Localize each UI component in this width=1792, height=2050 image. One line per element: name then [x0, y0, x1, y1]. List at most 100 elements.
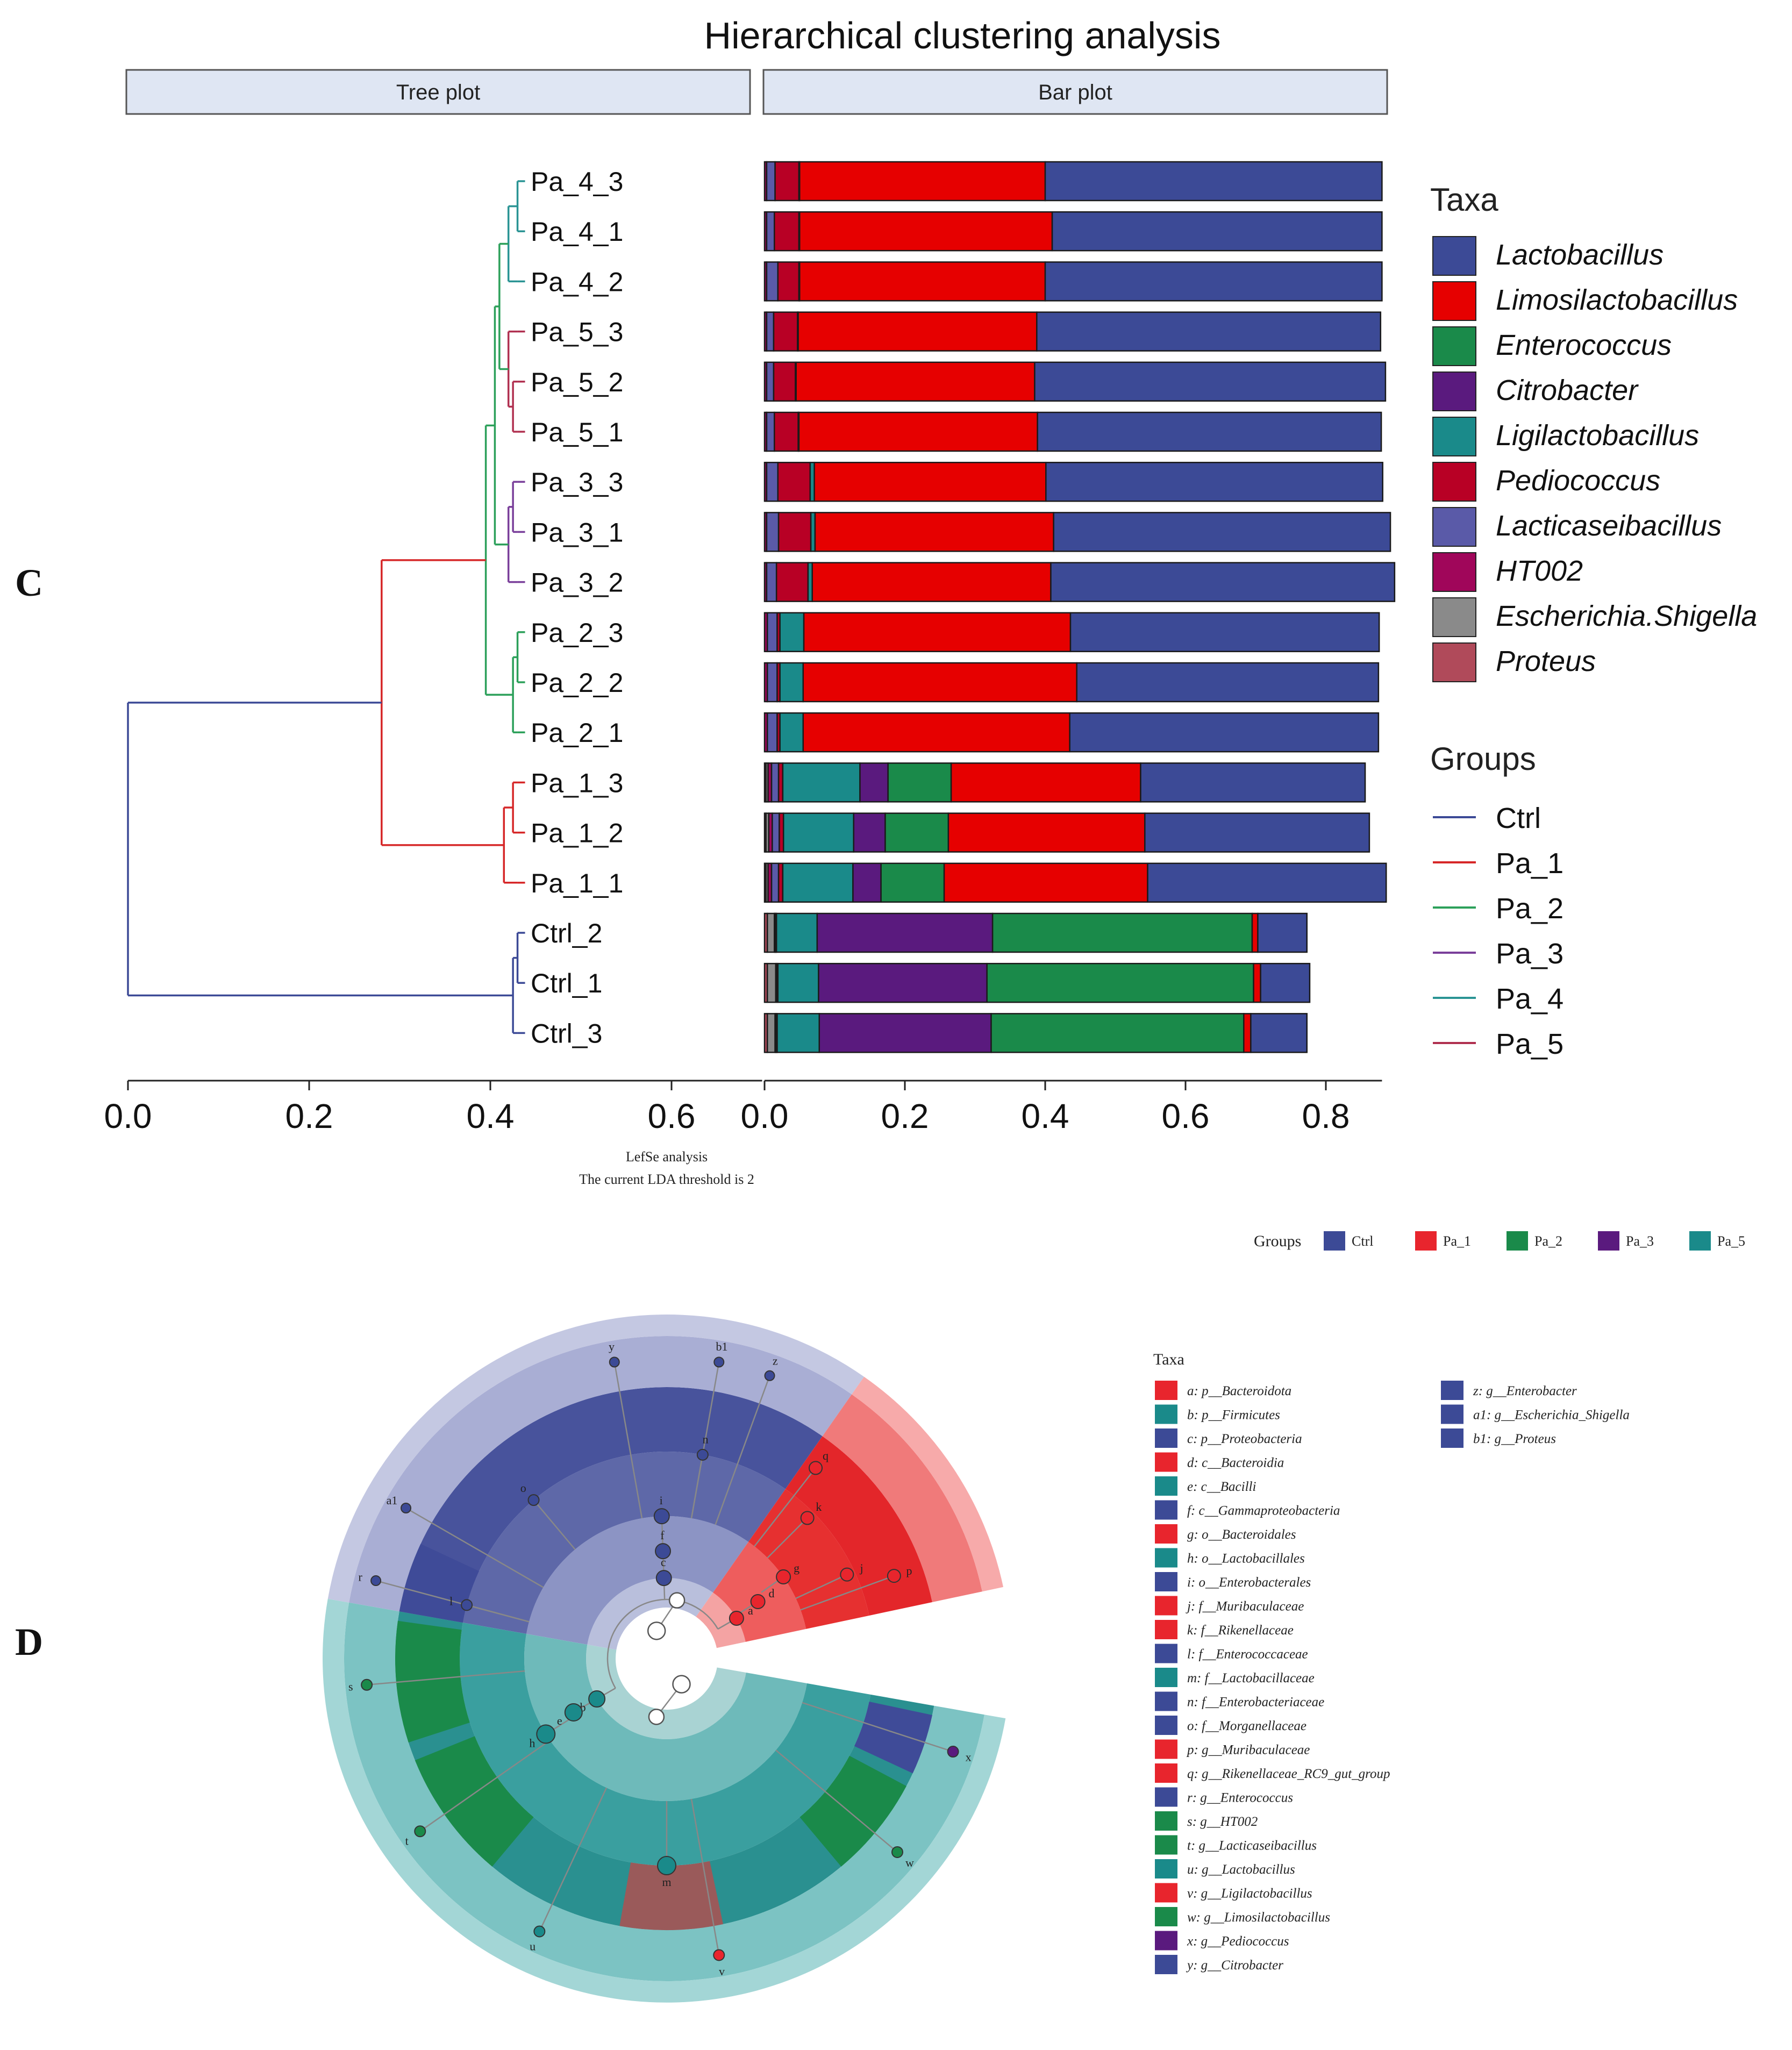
dendrogram-merge-Ctrl: [127, 702, 513, 997]
bar-segment-Citrobacter-Ctrl_2: [816, 912, 994, 953]
clade-node-h: [536, 1724, 556, 1744]
clade-branch: [690, 1362, 720, 1519]
leaf-label-Pa_1_3: Pa_1_3: [531, 768, 623, 798]
clade-branch: [539, 1787, 608, 1932]
clade-node-e: [564, 1703, 583, 1722]
bar-row-Pa_4_2: [763, 261, 1383, 302]
clade-node-c: [655, 1570, 672, 1587]
lefse-group-label: Pa_5: [1717, 1233, 1745, 1249]
lefse-taxa-label-l: l: f__Enterococcaceae: [1187, 1647, 1308, 1662]
bar-segment-Limosilactobacillus-Pa_1_2: [947, 812, 1146, 853]
clade-node-label-b1: b1: [716, 1340, 727, 1353]
bar-segment-Citrobacter-Pa_1_2: [853, 812, 886, 853]
clade-node-label-a1: a1: [387, 1494, 398, 1507]
bar-segment-Citrobacter-Pa_1_3: [859, 762, 889, 803]
bar-segment-Ligilactobacillus-Ctrl_1: [777, 962, 819, 1003]
bar-segment-Limosilactobacillus-Pa_3_1: [814, 512, 1054, 552]
lefse-taxa-label-k: k: f__Rikenellaceae: [1187, 1623, 1294, 1638]
leaf-label-Ctrl_3: Ctrl_3: [531, 1018, 602, 1048]
lefse-taxa-swatch-k: [1155, 1620, 1177, 1639]
bar-segment-Lactobacillus-Pa_2_1: [1069, 712, 1380, 753]
bar-segment-Lacticaseibacillus-Pa_4_1: [766, 211, 775, 252]
lefse-taxa-label-t: t: g__Lacticaseibacillus: [1187, 1839, 1317, 1853]
bar-segment-Limosilactobacillus-Ctrl_2: [1251, 912, 1259, 953]
bar-row-Pa_5_2: [763, 361, 1387, 402]
bar-segment-Limosilactobacillus-Pa_1_1: [943, 862, 1148, 903]
lefse-group-swatch-Pa_3: [1598, 1231, 1619, 1251]
clade-node-i: [653, 1508, 670, 1525]
bar-segment-Lacticaseibacillus-Pa_2_3: [766, 612, 778, 653]
clade-node-label-d: d: [769, 1587, 775, 1600]
clade-sector-pediococcus: [854, 1702, 932, 1774]
clade-node-label-x: x: [966, 1750, 972, 1763]
leaf-label-Pa_5_3: Pa_5_3: [531, 317, 623, 347]
tree-axis-tick-label: 0.0: [104, 1097, 152, 1135]
lefse-taxa-swatch-n: [1155, 1691, 1177, 1711]
bar-row-Pa_3_3: [763, 461, 1383, 502]
leaf-label-Pa_5_1: Pa_5_1: [531, 417, 623, 447]
lefse-taxa-swatch-a: [1155, 1381, 1177, 1400]
bar-segment-Citrobacter-Ctrl_1: [818, 962, 988, 1003]
clade-node-label-k: k: [816, 1500, 822, 1513]
lefse-taxa-swatch-y: [1155, 1955, 1177, 1974]
lefse-taxa-label-w: w: g__Limosilactobacillus: [1187, 1910, 1330, 1925]
clade-sector-ctrl: [399, 1387, 823, 1623]
bar-segment-Pediococcus-Pa_4_1: [774, 211, 800, 252]
bar-segment-Lacticaseibacillus-Pa_1_1: [770, 862, 780, 903]
lefse-taxa-swatch-f: [1155, 1500, 1177, 1520]
bar-row-Pa_2_2: [763, 662, 1380, 703]
clade-node-b1: [713, 1356, 725, 1368]
clade-node-label-f: f: [660, 1528, 665, 1542]
groups-legend-label: Pa_2: [1496, 892, 1563, 925]
leaf-label-Ctrl_1: Ctrl_1: [531, 968, 602, 998]
clade-sector-limosilactobacillus: [799, 1755, 906, 1867]
bar-row-Pa_2_3: [763, 612, 1380, 653]
lefse-taxa-swatch-w: [1155, 1907, 1177, 1926]
lefse-taxa-swatch-b1: [1441, 1428, 1463, 1448]
taxa-legend-label: Escherichia.Shigella: [1496, 600, 1757, 632]
tree-axis-tick-label: 0.6: [648, 1097, 696, 1135]
clade-node-a1: [401, 1503, 412, 1513]
clade-node-z: [764, 1370, 775, 1381]
bar-segment-Lacticaseibacillus-Pa_4_2: [766, 261, 779, 302]
clade-sector-pa5: [524, 1633, 807, 1802]
lefse-groups-legend: Groups Ctrl Pa_1 Pa_2 Pa_3 Pa_5: [1254, 1231, 1745, 1251]
cladogram: a d g j k p q cf i n o l y z a1 b1 b e h m r s t u v w x: [323, 1315, 1006, 2003]
clade-sector-ht002: [395, 1620, 470, 1743]
bar-segment-Pediococcus-Pa_3_2: [775, 562, 809, 602]
clade-node-label-s: s: [348, 1680, 353, 1693]
bar-segment-Limosilactobacillus-Pa_3_3: [813, 461, 1047, 502]
taxa-legend-swatch: [1432, 462, 1476, 502]
clade-sector-pa5: [586, 1644, 746, 1739]
clade-node-label-g: g: [794, 1561, 799, 1575]
taxa-legend-swatch: [1432, 281, 1476, 321]
clade-sector-ligilactobacillus: [619, 1861, 723, 1931]
leaf-label-Pa_1_1: Pa_1_1: [531, 868, 623, 898]
clade-branch: [802, 1702, 953, 1753]
bar-segment-Enterococcus-Ctrl_2: [991, 912, 1253, 953]
taxa-legend-swatch: [1432, 507, 1476, 547]
lefse-taxa-label-r: r: g__Enterococcus: [1187, 1791, 1293, 1805]
chart-title: Hierarchical clustering analysis: [704, 15, 1221, 56]
lefse-group-swatch-Pa_5: [1689, 1231, 1711, 1251]
lefse-taxa-swatch-q: [1155, 1763, 1177, 1783]
bar-row-Pa_5_3: [763, 311, 1382, 352]
clade-node-l: [461, 1599, 473, 1611]
bar-segment-Ligilactobacillus-Pa_1_3: [782, 762, 861, 803]
lefse-taxa-label-m: m: f__Lactobacillaceae: [1187, 1671, 1315, 1685]
clade-branch: [775, 1749, 898, 1853]
lefse-taxa-label-o: o: f__Morganellaceae: [1187, 1719, 1306, 1733]
taxa-legend-title: Taxa: [1430, 182, 1498, 218]
bar-segment-Pediococcus-Pa_5_1: [774, 411, 799, 452]
bar-row-Pa_2_1: [763, 712, 1380, 753]
bar-segment-Pediococcus-Pa_3_1: [777, 512, 812, 552]
dendrogram-merge-Pa_1: [512, 781, 518, 834]
clade-node-f: [655, 1543, 672, 1560]
clade-node-u: [533, 1925, 546, 1938]
bar-segment-Lactobacillus-Pa_2_3: [1069, 612, 1380, 653]
bar-segment-Escherichia.Shigella-Ctrl_2: [766, 912, 775, 953]
bar-segment-Lacticaseibacillus-Pa_2_2: [766, 662, 778, 703]
bar-segment-Limosilactobacillus-Pa_2_1: [802, 712, 1070, 753]
bar-plot-header: Bar plot: [1038, 81, 1112, 104]
dendrogram: [127, 180, 525, 1034]
